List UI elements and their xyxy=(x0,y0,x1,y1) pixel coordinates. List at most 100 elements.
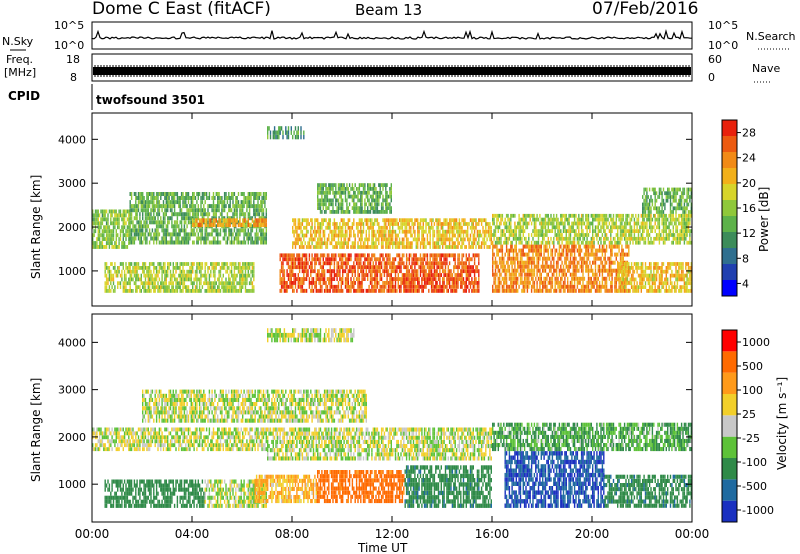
power-cell xyxy=(464,222,466,226)
power-cell xyxy=(183,204,186,209)
power-cell xyxy=(218,192,220,196)
power-cell xyxy=(604,260,606,265)
power-cell xyxy=(164,269,166,274)
power-cell xyxy=(462,218,465,223)
power-cell xyxy=(512,248,515,253)
power-cell xyxy=(404,281,406,285)
power-cell xyxy=(287,126,290,131)
power-cell xyxy=(615,284,617,289)
power-cell xyxy=(189,208,191,213)
power-cell xyxy=(247,289,249,293)
power-cell xyxy=(346,233,348,238)
power-cell xyxy=(242,208,244,213)
power-cell xyxy=(379,233,381,238)
power-cell xyxy=(542,280,544,285)
power-cell xyxy=(179,262,181,266)
power-cell xyxy=(573,260,576,265)
power-cell xyxy=(375,194,377,199)
power-cell xyxy=(235,204,237,209)
power-cell xyxy=(107,229,109,234)
power-cell xyxy=(430,277,433,281)
power-cell xyxy=(465,288,467,293)
power-cell xyxy=(172,228,174,233)
power-cell xyxy=(176,196,179,200)
power-cell xyxy=(422,284,424,289)
power-cell xyxy=(408,257,411,262)
power-cell xyxy=(294,225,297,230)
power-cell xyxy=(428,225,430,230)
power-cell xyxy=(460,269,462,274)
power-cell xyxy=(285,130,287,135)
power-cell xyxy=(289,281,291,285)
power-cell xyxy=(342,206,344,210)
power-cell xyxy=(167,224,169,229)
power-cell xyxy=(183,240,186,245)
power-cell xyxy=(483,233,486,238)
power-cell xyxy=(303,261,305,266)
power-cell xyxy=(469,237,472,242)
power-cell xyxy=(519,268,522,273)
power-cell xyxy=(551,272,554,277)
power-cell xyxy=(446,277,448,281)
power-cell xyxy=(250,200,252,205)
power-cell xyxy=(478,253,480,258)
power-cell xyxy=(247,236,249,241)
power-cell xyxy=(321,187,323,191)
power-cell xyxy=(339,190,341,195)
power-cell xyxy=(364,218,366,223)
power-cell xyxy=(147,269,149,274)
power-cell xyxy=(242,218,244,223)
power-cell xyxy=(247,192,249,196)
power-cell xyxy=(408,241,411,246)
power-cell xyxy=(183,281,186,286)
power-cell xyxy=(435,253,437,258)
power-cell xyxy=(194,269,197,274)
power-cell xyxy=(214,218,216,223)
power-cell xyxy=(454,233,456,238)
power-cell xyxy=(200,236,202,241)
power-cell xyxy=(96,241,98,245)
power-cell xyxy=(535,248,537,253)
power-cell xyxy=(294,229,297,234)
power-cell xyxy=(218,277,220,282)
power-cell xyxy=(583,276,586,281)
power-cell xyxy=(147,196,149,200)
power-cell xyxy=(536,248,538,253)
power-cell xyxy=(457,237,459,242)
power-cell xyxy=(155,277,158,282)
power-cell xyxy=(143,285,145,289)
power-cell xyxy=(346,277,348,281)
power-cell xyxy=(408,284,411,289)
power-cell xyxy=(122,285,124,289)
power-cell xyxy=(255,240,258,245)
power-cell xyxy=(335,202,337,207)
power-cell xyxy=(400,222,402,226)
power-cell xyxy=(346,265,348,270)
power-cell xyxy=(337,206,340,210)
power-cell xyxy=(292,284,294,289)
power-cell xyxy=(544,288,547,293)
power-cell xyxy=(105,233,108,238)
power-cell xyxy=(344,277,347,281)
power-cell xyxy=(135,232,137,237)
power-cell xyxy=(393,261,395,266)
power-cell xyxy=(508,276,511,281)
power-cell xyxy=(421,229,423,234)
power-cell xyxy=(482,229,484,234)
power-cell xyxy=(225,277,227,282)
power-cell xyxy=(561,268,563,273)
power-cell xyxy=(157,208,159,213)
power-cell xyxy=(235,266,237,270)
power-cell xyxy=(322,198,324,203)
power-cell xyxy=(179,212,181,217)
power-cell xyxy=(342,218,344,223)
power-cell xyxy=(186,277,188,282)
power-cell xyxy=(404,284,406,289)
power-cell xyxy=(389,210,391,214)
power-cell xyxy=(336,206,338,210)
power-cell xyxy=(311,233,313,238)
power-cell xyxy=(130,204,133,209)
power-cell xyxy=(317,277,319,281)
power-cell xyxy=(294,277,297,281)
power-cell xyxy=(317,288,319,293)
